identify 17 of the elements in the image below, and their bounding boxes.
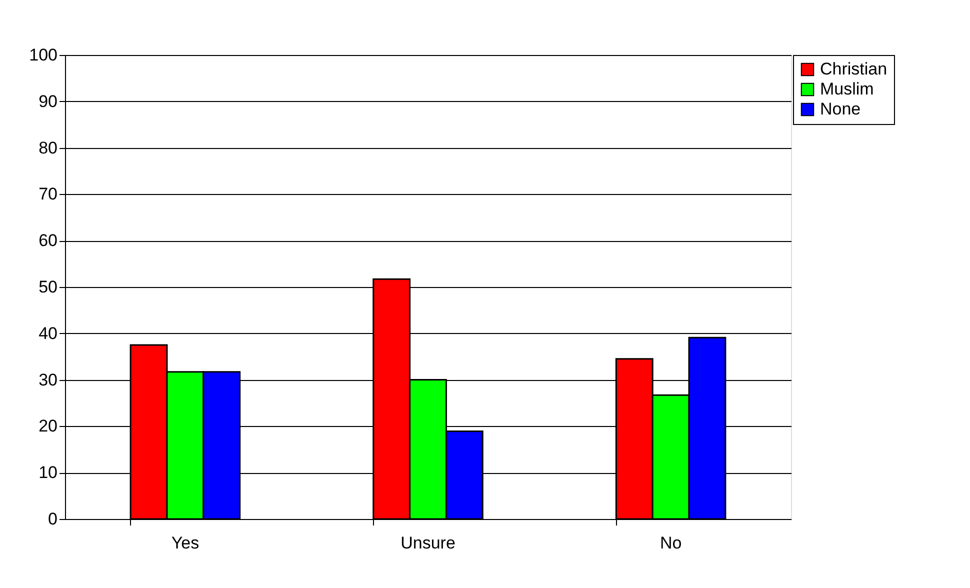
y-tick-label: 0: [48, 510, 58, 528]
legend-label: Muslim: [820, 80, 874, 98]
y-tick-label: 100: [29, 46, 58, 64]
y-tick-label: 30: [38, 370, 58, 390]
legend-label: Christian: [820, 60, 888, 78]
y-tick-label: 20: [38, 416, 58, 436]
x-tick-label: Unsure: [400, 534, 456, 552]
y-tick-label: 70: [38, 184, 58, 204]
y-tick-label: 60: [38, 231, 58, 250]
y-tick-label: 50: [38, 278, 58, 296]
x-tick-label: Yes: [171, 534, 200, 552]
x-tick-label: No: [660, 534, 682, 552]
y-tick-label: 80: [38, 138, 58, 158]
y-tick-label: 40: [38, 324, 58, 343]
y-tick-label: 10: [38, 463, 58, 482]
legend-label: None: [820, 100, 861, 118]
y-tick-label: 90: [38, 92, 58, 111]
